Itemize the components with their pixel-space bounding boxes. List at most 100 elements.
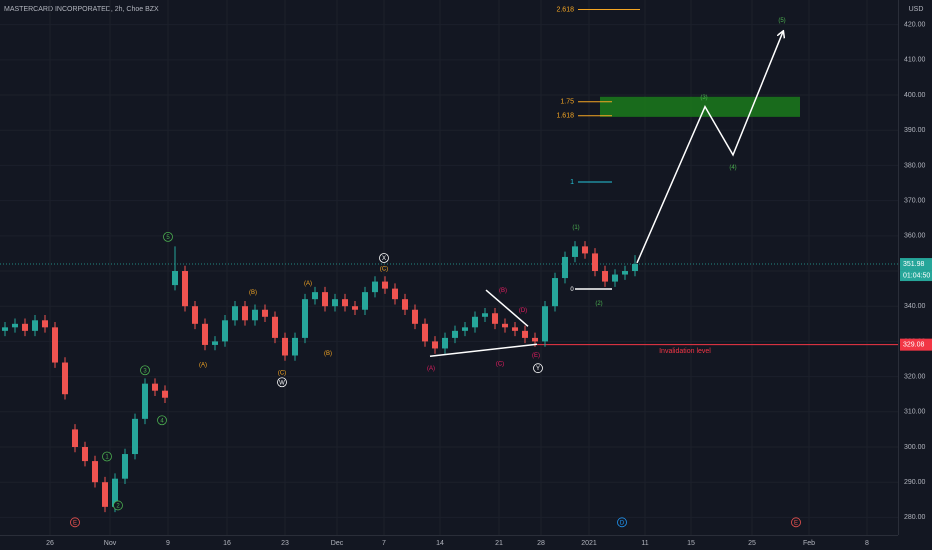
fib-label: 1	[570, 179, 574, 186]
wave-label: (C)	[496, 361, 504, 367]
candle-body	[372, 281, 378, 293]
drawn-line	[485, 289, 529, 327]
y-tick-label: 390.00	[904, 127, 926, 134]
x-tick-label: 14	[436, 540, 444, 547]
wave-label: (B)	[249, 290, 257, 296]
candle-body	[472, 316, 478, 328]
annotation-circle	[70, 517, 80, 528]
candle-body	[172, 271, 178, 286]
candle-body	[592, 253, 598, 272]
wave-label: (D)	[519, 308, 527, 314]
candle-body	[182, 271, 188, 307]
wave-label: (C)	[380, 266, 388, 272]
y-tick-label: 340.00	[904, 303, 926, 310]
candle-body	[442, 337, 448, 349]
countdown-tag	[900, 270, 932, 282]
x-tick-label: 23	[281, 540, 289, 547]
x-tick-label: Dec	[331, 540, 344, 547]
wave-label: X	[382, 256, 386, 262]
invalidation-tag	[900, 338, 932, 351]
wave-label: E	[73, 520, 77, 526]
x-tick-label: Feb	[803, 540, 815, 547]
x-tick-label: 9	[166, 540, 170, 547]
x-tick-label: 7	[382, 540, 386, 547]
x-tick-label: 26	[46, 540, 54, 547]
candle-body	[52, 327, 58, 363]
candle-body	[622, 271, 628, 275]
y-tick-label: 320.00	[904, 373, 926, 380]
candle-body	[602, 271, 608, 282]
candle-body	[532, 337, 538, 342]
y-tick-label: 280.00	[904, 514, 926, 521]
wave-label: (C)	[278, 370, 286, 376]
drawn-line	[429, 343, 538, 357]
candle-body	[162, 390, 168, 398]
y-tick-label: 290.00	[904, 479, 926, 486]
candle-body	[42, 320, 48, 328]
candle-body	[462, 327, 468, 331]
candle-body	[122, 454, 128, 479]
candle-body	[582, 246, 588, 254]
candle-body	[112, 478, 118, 507]
wave-label: (5)	[778, 18, 785, 24]
wave-label: (E)	[532, 353, 540, 359]
annotation-circle	[140, 365, 150, 376]
candle-body	[2, 327, 8, 331]
candle-body	[32, 320, 38, 331]
candle-body	[252, 309, 258, 321]
candle-body	[152, 383, 158, 391]
candle-body	[82, 447, 88, 462]
fib-label: 1.75	[560, 99, 574, 106]
wave-label: (B)	[499, 288, 507, 294]
candle-body	[132, 418, 138, 455]
wave-label: 2	[116, 504, 120, 510]
x-tick-label: 8	[865, 540, 869, 547]
candle-body	[72, 429, 78, 448]
chart-title: MASTERCARD INCORPORATED, 2h, Choe BZX	[4, 6, 159, 13]
wave-label: D	[620, 520, 625, 526]
x-tick-label: 11	[641, 540, 648, 547]
last-price-label: 351.98	[903, 261, 925, 268]
x-tick-label: 2021	[581, 540, 597, 547]
candle-body	[552, 278, 558, 307]
y-tick-label: 300.00	[904, 444, 926, 451]
annotation-circle	[533, 363, 543, 374]
wave-label: W	[279, 380, 285, 386]
invalidation-label: 329.08	[903, 341, 925, 348]
y-tick-label: 310.00	[904, 409, 926, 416]
annotation-circle	[113, 500, 123, 511]
x-tick-label: Nov	[104, 540, 117, 547]
currency: USD	[909, 6, 924, 13]
wave-label: Y	[536, 366, 540, 372]
annotation-circle	[157, 415, 167, 426]
fib-label: 2.618	[556, 6, 574, 13]
wave-label: E	[794, 520, 798, 526]
candle-body	[332, 299, 338, 307]
candle-body	[392, 288, 398, 300]
wave-label: (A)	[427, 366, 435, 372]
candle-body	[522, 330, 528, 338]
candle-body	[402, 299, 408, 310]
candle-body	[452, 330, 458, 338]
candle-body	[262, 309, 268, 317]
x-tick-label: 28	[537, 540, 545, 547]
candle-body	[232, 306, 238, 321]
candle-body	[572, 246, 578, 257]
candle-body	[312, 292, 318, 300]
annotation-circle	[277, 377, 287, 388]
candle-body	[292, 337, 298, 356]
candle-body	[222, 320, 228, 342]
annotation-circle	[163, 231, 173, 242]
wave-label: (2)	[595, 301, 602, 307]
x-tick-label: 25	[748, 540, 756, 547]
last-price-tag	[900, 258, 932, 271]
candle-body	[272, 316, 278, 338]
candle-body	[62, 362, 68, 395]
y-tick-label: 360.00	[904, 233, 926, 240]
annotation-circle	[102, 451, 112, 462]
wave-label: 5	[166, 235, 170, 241]
annotation-circle	[617, 517, 627, 528]
y-tick-label: 420.00	[904, 21, 926, 28]
